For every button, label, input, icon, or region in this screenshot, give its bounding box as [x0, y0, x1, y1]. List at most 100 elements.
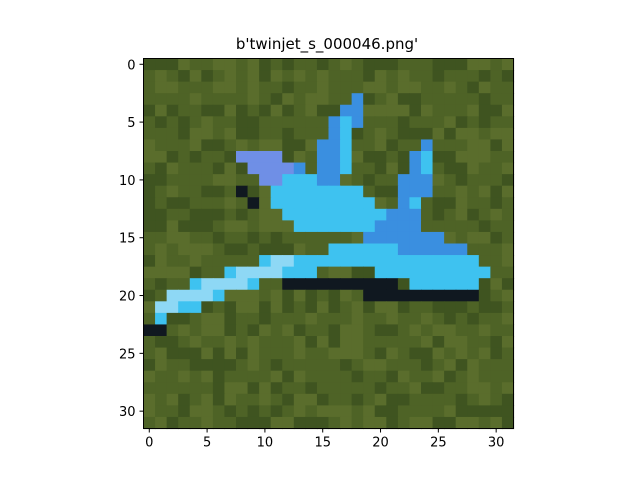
image-pixel	[236, 289, 249, 302]
image-pixel	[212, 208, 226, 221]
image-pixel	[282, 139, 295, 152]
image-pixel	[293, 174, 306, 187]
image-pixel	[305, 70, 318, 83]
image-pixel	[340, 81, 353, 94]
image-pixel	[351, 382, 364, 395]
image-pixel	[444, 127, 457, 141]
image-pixel	[328, 231, 341, 245]
image-pixel	[340, 139, 353, 152]
image-pixel	[189, 93, 202, 106]
image-pixel	[282, 266, 295, 279]
image-pixel	[155, 278, 168, 291]
image-pixel	[386, 301, 399, 314]
image-pixel	[201, 93, 214, 106]
image-pixel	[259, 58, 272, 71]
image-pixel	[201, 116, 214, 129]
image-pixel	[178, 312, 191, 326]
image-pixel	[455, 231, 468, 245]
image-pixel	[224, 393, 237, 406]
image-pixel	[409, 405, 422, 418]
image-pixel	[374, 278, 387, 291]
image-pixel	[397, 301, 411, 314]
image-pixel	[224, 370, 237, 383]
image-pixel	[409, 359, 422, 372]
image-pixel	[386, 255, 399, 268]
image-pixel	[501, 370, 515, 383]
image-pixel	[143, 185, 156, 198]
image-pixel	[490, 208, 503, 221]
image-pixel	[282, 174, 295, 187]
image-pixel	[432, 174, 445, 187]
image-pixel	[328, 278, 341, 291]
image-pixel	[247, 405, 260, 418]
image-pixel	[305, 324, 318, 337]
image-pixel	[305, 185, 318, 198]
image-pixel	[374, 324, 387, 337]
image-pixel	[155, 162, 168, 175]
image-pixel	[501, 393, 515, 406]
image-pixel	[155, 301, 168, 314]
image-pixel	[386, 151, 399, 164]
image-pixel	[178, 301, 191, 314]
image-pixel	[478, 347, 491, 360]
figure-title: b'twinjet_s_000046.png'	[236, 35, 418, 54]
image-pixel	[444, 151, 457, 164]
image-pixel	[247, 382, 260, 395]
image-pixel	[224, 278, 237, 291]
image-pixel	[143, 104, 156, 117]
image-pixel	[155, 116, 168, 129]
image-pixel	[432, 162, 445, 175]
image-pixel	[316, 174, 330, 187]
image-pixel	[236, 312, 249, 326]
image-pixel	[397, 255, 411, 268]
image-pixel	[247, 127, 260, 141]
image-pixel	[328, 58, 341, 71]
image-pixel	[293, 278, 306, 291]
image-pixel	[143, 278, 156, 291]
image-pixel	[282, 185, 295, 198]
image-pixel	[386, 185, 399, 198]
image-pixel	[455, 405, 468, 418]
image-pixel	[444, 370, 457, 383]
image-pixel	[212, 405, 226, 418]
image-pixel	[178, 243, 191, 256]
image-pixel	[155, 174, 168, 187]
image-pixel	[155, 139, 168, 152]
image-pixel	[501, 347, 515, 360]
image-pixel	[305, 93, 318, 106]
image-pixel	[143, 370, 156, 383]
image-pixel	[328, 104, 341, 117]
image-pixel	[397, 393, 411, 406]
image-pixel	[270, 220, 283, 233]
image-pixel	[490, 347, 503, 360]
image-pixel	[201, 70, 214, 83]
image-pixel	[328, 382, 341, 395]
image-pixel	[386, 231, 399, 245]
image-pixel	[293, 382, 306, 395]
image-pixel	[155, 312, 168, 326]
image-pixel	[444, 208, 457, 221]
image-pixel	[421, 93, 434, 106]
image-pixel	[178, 289, 191, 302]
image-pixel	[155, 243, 168, 256]
image-pixel	[328, 81, 341, 94]
image-pixel	[421, 104, 434, 117]
image-pixel	[236, 347, 249, 360]
image-pixel	[236, 382, 249, 395]
x-tick-label: 10	[257, 436, 274, 451]
image-pixel	[409, 278, 422, 291]
image-pixel	[363, 301, 376, 314]
image-pixel	[397, 278, 411, 291]
image-pixel	[189, 185, 202, 198]
image-pixel	[351, 359, 364, 372]
image-pixel	[201, 324, 214, 337]
image-pixel	[259, 70, 272, 83]
image-pixel	[455, 70, 468, 83]
image-pixel	[397, 336, 411, 349]
image-pixel	[421, 370, 434, 383]
image-pixel	[328, 266, 341, 279]
image-pixel	[397, 208, 411, 221]
image-pixel	[386, 347, 399, 360]
image-pixel	[270, 289, 283, 302]
image-pixel	[467, 347, 480, 360]
